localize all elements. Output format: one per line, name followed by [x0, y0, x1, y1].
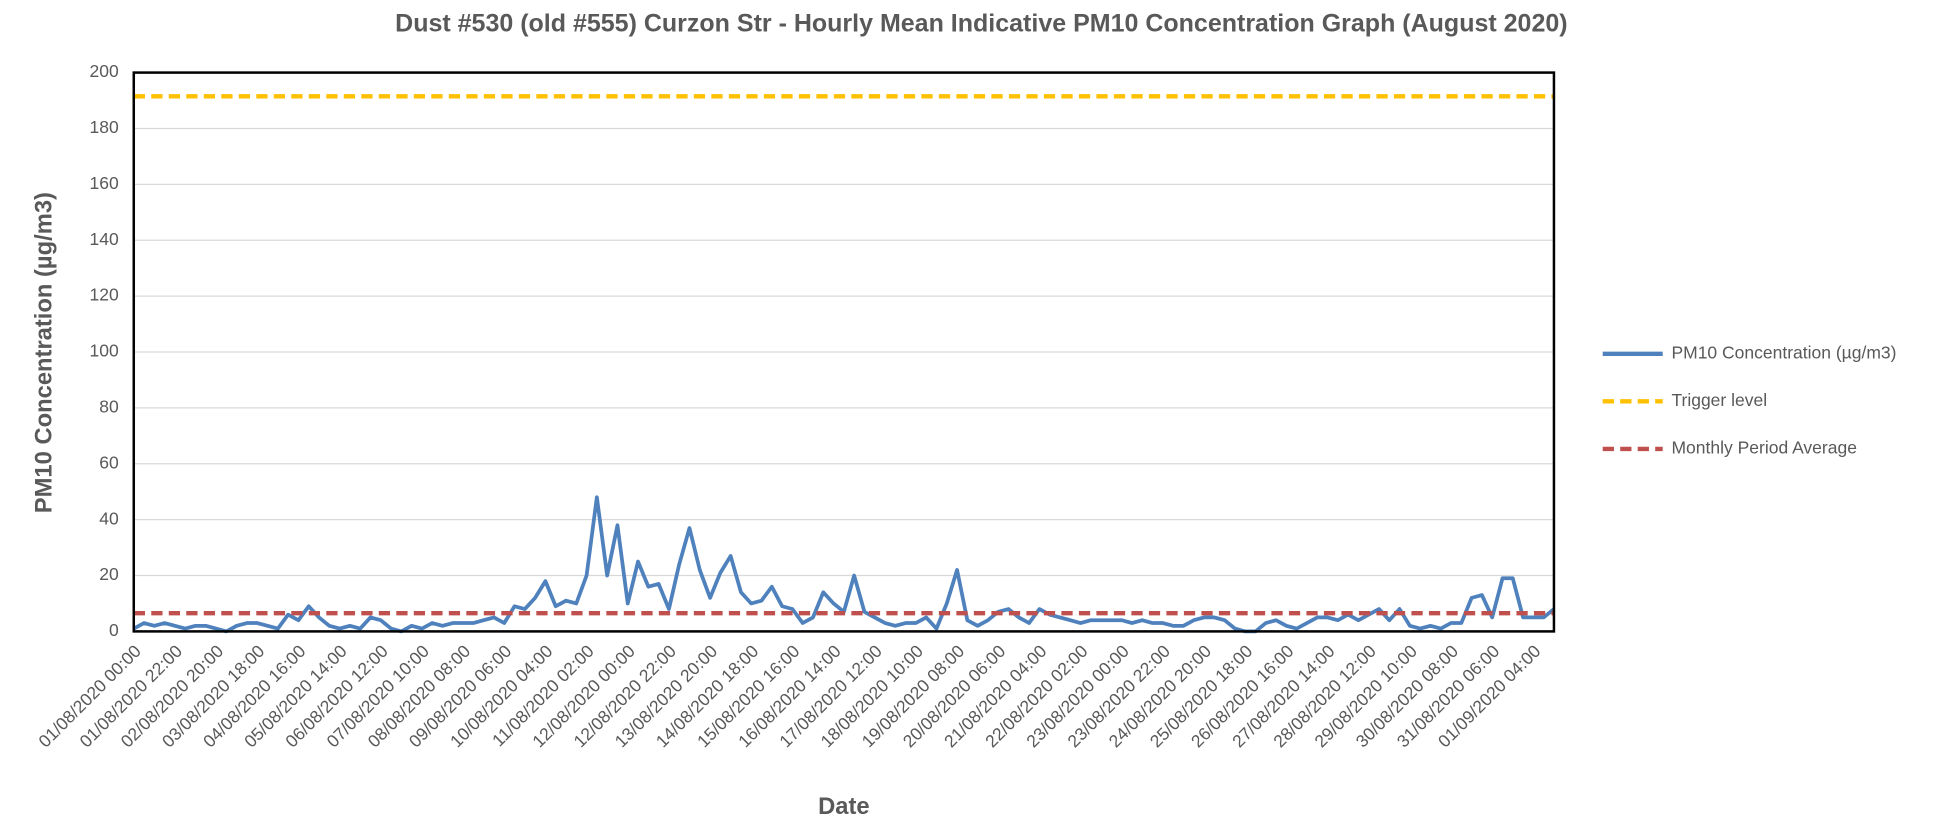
plot-border — [132, 71, 1556, 633]
y-tick-label: 120 — [90, 285, 119, 305]
y-tick-label: 200 — [90, 61, 119, 81]
chart-title: Dust #530 (old #555) Curzon Str - Hourly… — [395, 10, 1567, 38]
y-tick-label: 20 — [99, 564, 119, 584]
y-tick-label: 140 — [90, 229, 119, 249]
legend-label: Monthly Period Average — [1671, 438, 1857, 458]
x-axis-title: Date — [818, 793, 869, 819]
y-tick-label: 160 — [90, 173, 119, 193]
y-tick-label: 40 — [99, 508, 119, 528]
y-tick-label: 60 — [99, 452, 119, 472]
legend-label: Trigger level — [1671, 390, 1767, 410]
legend-label: PM10 Concentration (µg/m3) — [1671, 342, 1896, 362]
y-tick-label: 180 — [90, 117, 119, 137]
y-tick-label: 0 — [109, 620, 119, 640]
y-tick-label: 80 — [99, 396, 119, 416]
y-tick-label: 100 — [90, 341, 119, 361]
y-axis-title: PM10 Concentration (µg/m3) — [30, 192, 57, 513]
